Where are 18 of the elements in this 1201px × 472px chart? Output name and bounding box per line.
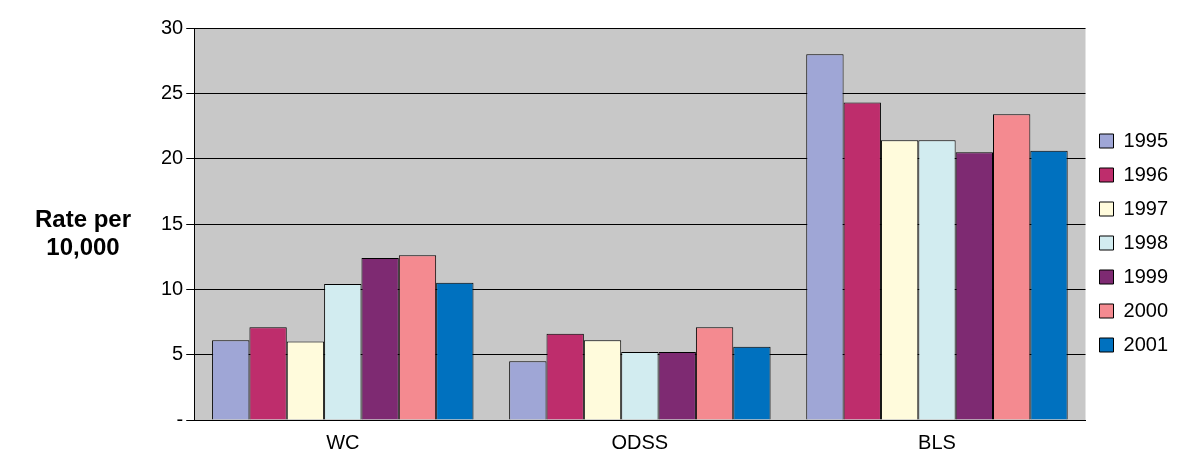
legend-label: 2001 — [1123, 332, 1169, 355]
y-tick-label: 10 — [161, 276, 184, 299]
legend-label: 2000 — [1123, 298, 1169, 321]
legend-label: 1997 — [1123, 196, 1169, 219]
legend-label: 1995 — [1123, 128, 1169, 151]
y-tick-label: 25 — [161, 80, 184, 103]
x-tick-label: BLS — [918, 430, 956, 453]
legend-label: 1996 — [1123, 162, 1169, 185]
x-tick-label: WC — [326, 430, 360, 453]
legend-label: 1999 — [1123, 264, 1169, 287]
y-tick-label: - — [176, 407, 184, 430]
x-tick-label: ODSS — [611, 430, 669, 453]
y-axis-title: Rate per 10,000 — [33, 205, 132, 261]
y-tick-label: 30 — [161, 15, 184, 38]
y-tick-label: 5 — [172, 342, 184, 365]
legend-label: 1998 — [1123, 230, 1169, 253]
y-tick-label: 20 — [161, 146, 184, 169]
y-tick-label: 15 — [161, 211, 184, 234]
